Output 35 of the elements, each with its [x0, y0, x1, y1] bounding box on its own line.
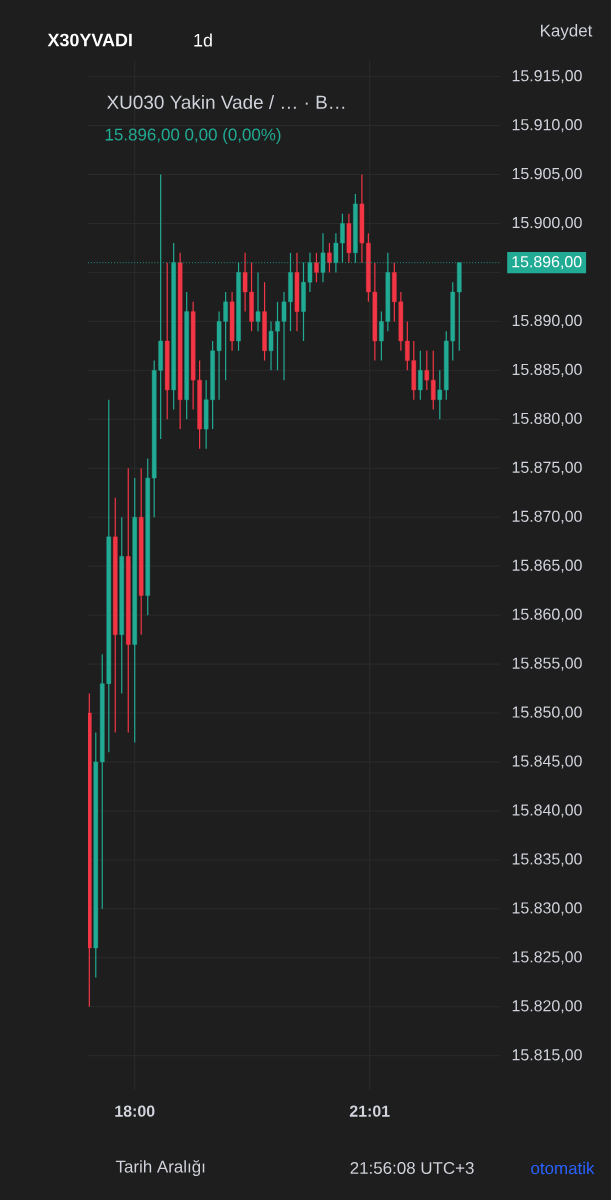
candlestick: [327, 242, 332, 274]
y-tick-label: 15.910,00: [512, 119, 582, 133]
text: 15.896,00 0,00 (0,00%): [105, 128, 281, 144]
text: X30YVADI: [47, 33, 132, 47]
y-tick-label: 15.835,00: [512, 853, 582, 867]
y-tick-label: 15.875,00: [512, 461, 582, 475]
y-tick-label: 15.840,00: [512, 804, 582, 818]
y-tick-label: 15.900,00: [512, 216, 582, 231]
y-tick-label: 15.820,00: [512, 1000, 582, 1014]
y-tick-label: 15.885,00: [512, 363, 582, 377]
text: otomatik: [531, 1161, 595, 1175]
y-tick-label: 15.860,00: [512, 608, 582, 622]
y-tick-label: 15.890,00: [512, 314, 582, 328]
y-tick-label: 15.870,00: [512, 510, 582, 524]
text: Tarih Aralığı: [115, 1159, 205, 1176]
x-tick-label: 21:01: [349, 1105, 390, 1117]
text: XU030 Yakin Vade / … · B…: [106, 95, 345, 109]
candlestick: [418, 350, 423, 401]
y-tick-label: 15.865,00: [512, 559, 582, 573]
y-tick-label: 15.880,00: [512, 412, 582, 426]
ref-line-label: 15.896,00: [512, 256, 582, 270]
y-tick-label: 15.855,00: [512, 657, 582, 671]
y-tick-label: 15.830,00: [512, 902, 582, 916]
y-tick-label: 15.825,00: [512, 951, 582, 965]
text: Kaydet: [541, 24, 593, 40]
y-tick-label: 15.845,00: [512, 755, 582, 769]
x-tick-label: 18:00: [115, 1105, 155, 1117]
y-tick-label: 15.850,00: [512, 706, 582, 720]
candlestick: [255, 271, 261, 332]
text: 1d: [194, 33, 212, 47]
candlestick: [314, 252, 319, 283]
y-tick-label: 15.905,00: [512, 167, 582, 182]
text: 21:56:08 UTC+3: [350, 1161, 474, 1174]
y-tick-label: 15.915,00: [512, 70, 582, 84]
y-tick-label: 15.815,00: [512, 1049, 582, 1063]
